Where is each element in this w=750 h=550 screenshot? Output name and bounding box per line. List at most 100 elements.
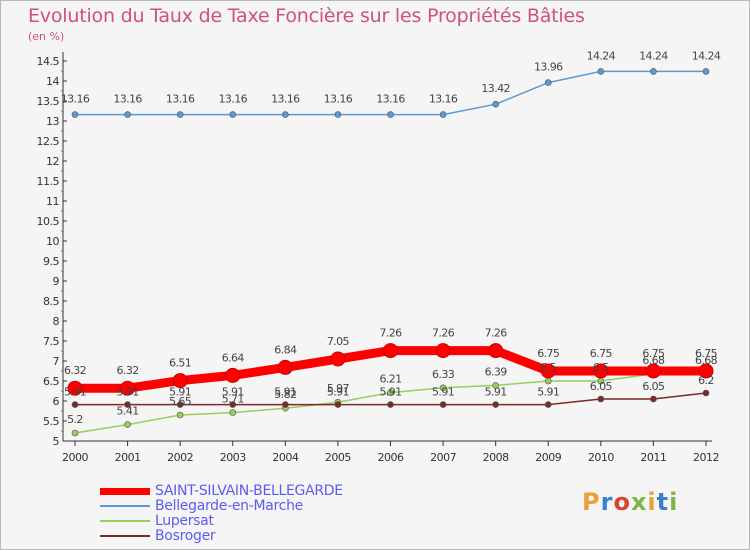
data-label: 13.16 [113,93,142,106]
data-point [387,111,394,118]
data-point [597,395,605,403]
legend-swatch [100,488,150,495]
data-label: 5.91 [379,386,401,399]
y-tick-label: 13 [46,115,59,128]
data-label: 5.65 [169,395,192,408]
data-point [176,401,184,408]
data-point [334,401,342,408]
data-label: 5.91 [274,386,296,399]
data-point [540,363,556,379]
unit-label: (en %) [28,30,65,43]
data-label: 6.05 [590,380,613,393]
data-point [71,111,79,118]
data-label: 6.84 [274,343,297,356]
data-point [67,380,83,396]
legend-label: SAINT-SILVAIN-BELLEGARDE [155,483,343,499]
logo-letter: r [600,488,614,516]
data-label: 14.24 [587,49,616,62]
data-label: 6.5 [593,361,609,374]
y-tick-label: 11.5 [37,175,60,188]
data-point [593,363,609,379]
data-label: 13.16 [324,93,353,106]
legend-label: Bosroger [155,528,216,544]
x-tick-label: 2009 [535,451,561,464]
data-point [650,68,657,75]
data-label: 6.68 [642,354,665,367]
data-label: 13.16 [429,93,458,106]
data-point [544,377,552,385]
data-label: 6.05 [642,380,665,393]
x-tick-label: 2005 [325,451,351,464]
legend-swatch [100,535,150,537]
data-point [172,373,188,389]
data-label: 5.91 [327,386,349,399]
data-point [383,343,398,359]
data-label: 6.5 [540,361,556,374]
data-label: 5.91 [485,386,507,399]
data-label: 6.75 [642,347,665,360]
data-label: 5.91 [222,386,244,399]
data-point [176,111,184,118]
x-tick-label: 2011 [640,451,666,464]
data-point [282,111,289,118]
y-tick-label: 14.5 [37,55,60,68]
data-point [124,111,131,118]
data-label: 6.21 [379,373,401,386]
data-point [698,363,714,379]
y-tick-label: 9.5 [43,255,59,268]
logo-letter: o [613,488,631,516]
proxiti-logo: Proxiti [582,488,678,516]
data-label: 7.26 [485,327,508,340]
data-label: 13.42 [481,82,510,95]
y-tick-label: 11 [46,195,59,208]
data-label: 13.16 [219,93,248,106]
data-point [439,401,447,408]
y-tick-label: 9 [53,275,60,288]
logo-letter: P [582,488,601,516]
data-label: 13.16 [166,93,195,106]
data-label: 14.24 [639,49,668,62]
logo-letter: t [656,488,670,516]
data-label: 5.91 [117,386,139,399]
data-point [282,401,289,408]
data-point [229,111,237,118]
data-point [387,401,394,408]
data-point [229,401,237,408]
data-label: 6.32 [64,364,86,377]
data-label: 13.16 [61,93,90,106]
logo-letter: i [647,488,657,516]
data-label: 6.33 [432,368,455,381]
data-point [439,111,447,118]
data-label: 6.32 [117,364,139,377]
data-label: 6.64 [222,351,245,364]
y-tick-label: 6 [53,395,60,408]
data-point [277,359,293,375]
data-label: 6.2 [698,374,714,387]
data-label: 7.26 [432,327,455,340]
data-label: 5.97 [327,382,350,395]
data-label: 6.75 [537,347,560,360]
data-label: 6.39 [485,365,508,378]
data-point [492,401,499,408]
y-tick-label: 12.5 [37,135,60,148]
x-tick-label: 2007 [430,451,456,464]
data-label: 5.91 [537,386,559,399]
logo-letter: i [669,488,679,516]
y-tick-label: 5.5 [43,415,59,428]
x-tick-label: 2001 [115,451,141,464]
data-point [492,100,499,108]
y-tick-label: 14 [46,75,59,88]
data-point [71,401,79,408]
data-label: 13.96 [534,61,563,74]
y-tick-label: 8.5 [43,295,59,308]
y-tick-label: 10 [46,235,59,248]
x-tick-label: 2004 [272,451,298,464]
data-label: 5.71 [222,393,244,406]
y-tick-label: 13.5 [37,95,60,108]
data-point [229,409,237,416]
data-point [544,79,552,86]
data-point [330,351,346,367]
data-label: 13.16 [376,93,405,106]
data-point [544,401,552,408]
